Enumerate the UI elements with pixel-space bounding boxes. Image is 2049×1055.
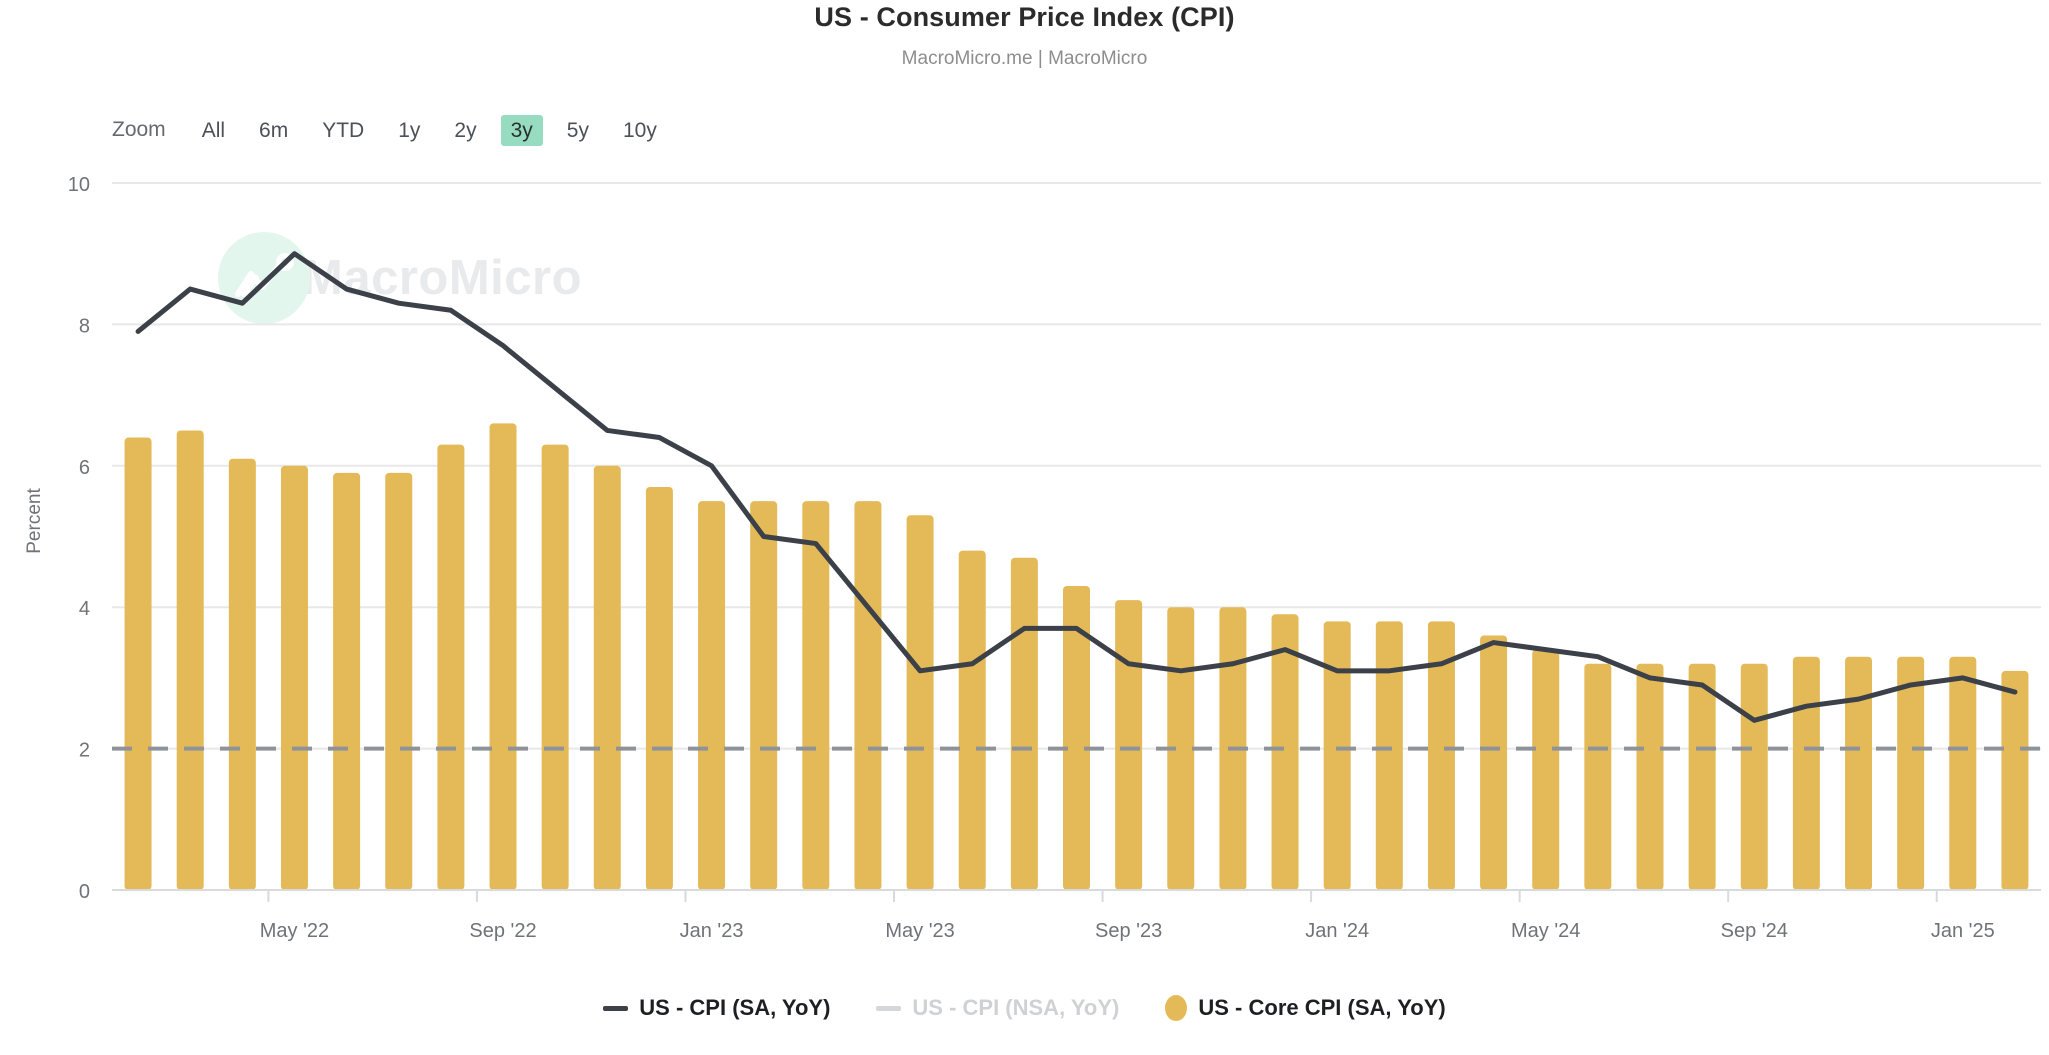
line-path[interactable] (135, 251, 2018, 723)
chart-legend: US - CPI (SA, YoY) US - CPI (NSA, YoY) US … (0, 995, 2049, 1021)
legend-item-label: US - CPI (SA, YoY) (639, 995, 831, 1020)
x-tick-label-8: Jan '25 (1931, 920, 1995, 942)
range-button-3y[interactable]: 3y (500, 114, 543, 146)
y-tick-label-6: 6 (79, 457, 90, 479)
bar[interactable] (645, 487, 673, 890)
bar[interactable] (1792, 656, 1820, 890)
x-tick-label-0: May '22 (260, 920, 329, 942)
bar[interactable] (1532, 649, 1560, 890)
bar[interactable] (1740, 663, 1768, 890)
x-tick-label-3: May '23 (885, 920, 954, 942)
bar[interactable] (124, 437, 152, 890)
y-axis-title: Percent (24, 488, 45, 554)
bar[interactable] (1845, 656, 1873, 890)
y-tick-label-2: 2 (79, 740, 90, 762)
bar[interactable] (1063, 585, 1090, 890)
bar[interactable] (698, 501, 726, 890)
bar[interactable] (1375, 621, 1403, 890)
legend-line-marker (603, 1005, 629, 1011)
bar[interactable] (1219, 607, 1247, 890)
chart-subtitle: MacroMicro.me | MacroMicro (901, 48, 1148, 69)
x-tick-label-6: May '24 (1511, 920, 1580, 942)
bar[interactable] (1636, 663, 1664, 890)
legend-item-1[interactable]: US - CPI (NSA, YoY) (876, 995, 1119, 1021)
bar[interactable] (593, 465, 621, 890)
range-button-10y[interactable]: 10y (613, 115, 667, 146)
bar[interactable] (1167, 607, 1195, 890)
bar[interactable] (750, 501, 778, 890)
bar[interactable] (437, 444, 465, 890)
bar[interactable] (1010, 557, 1038, 890)
x-tick-label-1: Sep '22 (469, 920, 536, 942)
range-selector-label: Zoom (112, 118, 166, 141)
bar[interactable] (1949, 656, 1977, 890)
y-tick-label-8: 8 (79, 315, 90, 337)
legend-item-2[interactable]: US - Core CPI (SA, YoY) (1165, 995, 1446, 1021)
bar[interactable] (854, 501, 882, 890)
range-button-1y[interactable]: 1y (388, 115, 430, 146)
y-tick-label-10: 10 (68, 174, 90, 196)
bar[interactable] (176, 430, 204, 890)
legend-item-0[interactable]: US - CPI (SA, YoY) (603, 995, 830, 1021)
x-tick-label-7: Sep '24 (1721, 920, 1788, 942)
legend-item-label: US - CPI (NSA, YoY) (912, 995, 1120, 1020)
x-tick-label-4: Sep '23 (1095, 920, 1162, 942)
watermark-text: MacroMicro (302, 251, 583, 305)
bar[interactable] (1427, 621, 1455, 890)
bar[interactable] (1897, 656, 1925, 890)
legend-line-marker (876, 1005, 902, 1011)
bar[interactable] (541, 444, 569, 890)
y-tick-label-4: 4 (79, 598, 90, 620)
page-title: US - Consumer Price Index (CPI) (814, 2, 1235, 32)
bar[interactable] (385, 472, 413, 890)
gridlines (112, 182, 2041, 750)
bar[interactable] (1584, 663, 1612, 890)
macromicro-logo-icon (218, 232, 310, 324)
line-series (112, 251, 2041, 751)
y-tick-label-0: 0 (79, 881, 90, 903)
bar[interactable] (906, 515, 934, 890)
bar[interactable] (489, 423, 517, 890)
legend-item-label: US - Core CPI (SA, YoY) (1198, 995, 1446, 1020)
range-button-2y[interactable]: 2y (444, 115, 486, 146)
bar[interactable] (1115, 600, 1143, 890)
axes: 0 2 4 6 8 10 May '22 Sep '22 Jan '23 May '23 Sep '… (68, 174, 2041, 942)
range-button-ytd[interactable]: YTD (312, 115, 374, 146)
range-selector: Zoom All 6m YTD 1y 2y 3y 5y 10y (112, 112, 681, 148)
bar[interactable] (1480, 635, 1508, 890)
bar[interactable] (1323, 621, 1351, 890)
bar-series (124, 423, 2029, 890)
range-button-6m[interactable]: 6m (249, 115, 298, 146)
bar[interactable] (2001, 670, 2029, 890)
range-button-all[interactable]: All (192, 115, 235, 146)
x-tick-label-2: Jan '23 (680, 920, 744, 942)
bar[interactable] (958, 550, 986, 890)
bar[interactable] (280, 465, 308, 890)
bar[interactable] (228, 458, 256, 890)
macromicro-watermark: MacroMicro (218, 232, 582, 324)
x-tick-label-5: Jan '24 (1305, 920, 1369, 942)
range-button-5y[interactable]: 5y (557, 115, 599, 146)
legend-dot-marker (1165, 995, 1188, 1021)
bar[interactable] (1688, 663, 1716, 890)
bar[interactable] (333, 472, 361, 890)
bar[interactable] (1271, 614, 1299, 890)
bar[interactable] (802, 501, 830, 890)
